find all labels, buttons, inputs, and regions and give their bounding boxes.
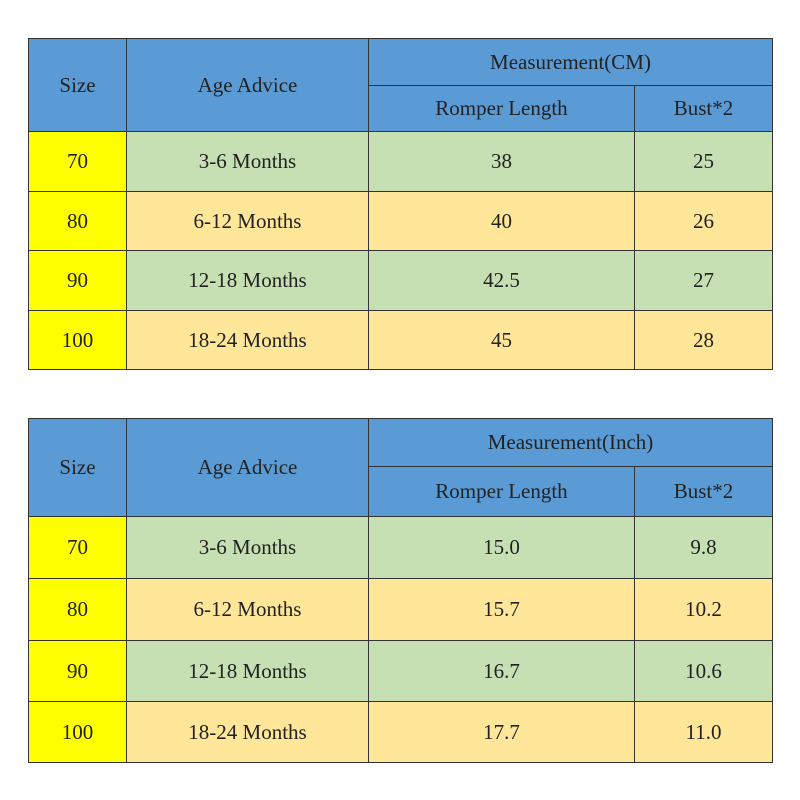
table-cell: 25 [634, 131, 773, 192]
data-row: 80 6-12 Months 40 26 [28, 191, 773, 251]
table-cell: 80 [28, 191, 127, 251]
data-row: 70 3-6 Months 15.0 9.8 [28, 516, 773, 579]
data-row: 100 18-24 Months 17.7 11.0 [28, 701, 773, 763]
header-cell: Romper Length [368, 466, 635, 517]
data-row: 100 18-24 Months 45 28 [28, 310, 773, 370]
table-cell: 100 [28, 310, 127, 370]
table-cell: 18-24 Months [126, 701, 369, 763]
header-row: Romper Length Bust*2 [29, 85, 773, 132]
data-row: 90 12-18 Months 42.5 27 [28, 250, 773, 311]
table-cell: 15.0 [368, 516, 635, 579]
size-table: Size Age Advice Measurement(CM) Romper Leng… [28, 38, 773, 370]
table-cell: 70 [28, 516, 127, 579]
table-cell: 18-24 Months [126, 310, 369, 370]
table-cell: 70 [28, 131, 127, 192]
table-cell: 6-12 Months [126, 578, 369, 641]
table-cell: 12-18 Months [126, 640, 369, 702]
table-cell: 17.7 [368, 701, 635, 763]
table-cell: 90 [28, 640, 127, 702]
data-row: 80 6-12 Months 15.7 10.2 [28, 578, 773, 641]
table-cell: 38 [368, 131, 635, 192]
table-cell: 100 [28, 701, 127, 763]
table-cell: 16.7 [368, 640, 635, 702]
header-cell: Measurement(CM) [368, 38, 773, 86]
header-row: Size Age Advice Measurement(Inch) [28, 418, 773, 517]
table-cell: 10.2 [634, 578, 773, 641]
table-cell: 10.6 [634, 640, 773, 702]
table-cell: 3-6 Months [126, 516, 369, 579]
header-cell: Age Advice [126, 418, 369, 517]
table-cell: 40 [368, 191, 635, 251]
header-cell: Measurement(Inch) [368, 418, 773, 467]
table-cell: 12-18 Months [126, 250, 369, 311]
table-cell: 9.8 [634, 516, 773, 579]
data-row: 90 12-18 Months 16.7 10.6 [28, 640, 773, 702]
header-cell: Bust*2 [634, 466, 773, 517]
table-cell: 42.5 [368, 250, 635, 311]
table-cell: 45 [368, 310, 635, 370]
table-cell: 6-12 Months [126, 191, 369, 251]
header-cell: Age Advice [126, 38, 369, 132]
table-cell: 28 [634, 310, 773, 370]
header-cell: Size [28, 418, 127, 517]
table-cell: 3-6 Months [126, 131, 369, 192]
table-cell: 15.7 [368, 578, 635, 641]
header-row: Size Age Advice Measurement(CM) [28, 38, 773, 132]
table-cell: 11.0 [634, 701, 773, 763]
data-row: 70 3-6 Months 38 25 [28, 131, 773, 192]
header-cell: Size [28, 38, 127, 132]
header-cell: Romper Length [368, 85, 635, 132]
header-cell: Bust*2 [634, 85, 773, 132]
table-cell: 90 [28, 250, 127, 311]
size-table: Size Age Advice Measurement(Inch) Romper Le… [28, 418, 773, 763]
table-cell: 27 [634, 250, 773, 311]
table-cell: 80 [28, 578, 127, 641]
table-cell: 26 [634, 191, 773, 251]
